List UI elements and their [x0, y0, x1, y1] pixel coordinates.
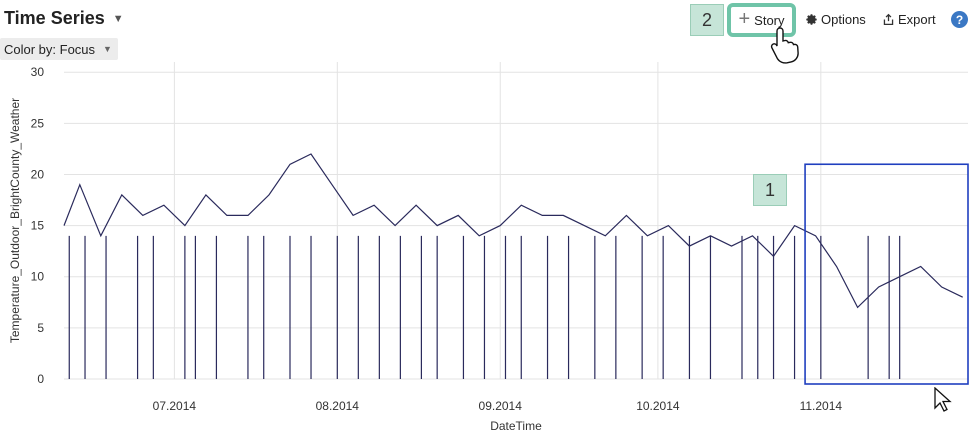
x-tick-label: 11.2014 [800, 399, 843, 413]
x-tick-label: 07.2014 [153, 399, 197, 413]
export-button[interactable]: Export [882, 12, 936, 27]
selection-rectangle[interactable] [804, 163, 969, 385]
dropout-lines [68, 235, 901, 379]
title-menu-caret-icon[interactable]: ▼ [112, 12, 124, 25]
color-by-label: Color by: Focus [4, 41, 96, 57]
chart-title-area: Time Series ▼ [4, 8, 124, 29]
y-tick-label: 20 [31, 167, 45, 181]
y-tick-label: 10 [31, 270, 45, 284]
arrow-cursor-icon [934, 387, 952, 412]
step-badge-1: 1 [753, 174, 787, 206]
x-tick-label: 09.2014 [479, 399, 523, 413]
y-axis-label: Temperature_Outdoor_BrightCounty_Weather [8, 98, 22, 343]
color-by-dropdown[interactable]: Color by: Focus ▼ [0, 38, 118, 60]
x-axis-ticks: 07.2014 08.2014 09.2014 10.2014 11.2014 [153, 399, 843, 413]
temperature-series-line [63, 153, 963, 309]
add-story-button[interactable]: + Story [727, 3, 796, 37]
x-tick-label: 10.2014 [636, 399, 680, 413]
story-label: Story [754, 12, 785, 28]
chevron-down-icon: ▼ [103, 44, 112, 54]
help-icon[interactable]: ? [951, 11, 968, 28]
chart-title: Time Series [4, 8, 105, 28]
export-label: Export [898, 12, 936, 27]
y-tick-label: 15 [31, 219, 45, 233]
export-icon [883, 13, 894, 26]
options-label: Options [821, 12, 866, 27]
hand-cursor-icon [770, 27, 799, 64]
plus-icon: + [738, 8, 751, 30]
step-badge-2: 2 [690, 4, 724, 36]
x-axis-label: DateTime [490, 419, 542, 433]
y-tick-label: 30 [31, 65, 45, 79]
y-axis-ticks: 0 5 10 15 20 25 30 [31, 65, 45, 386]
y-tick-label: 0 [37, 372, 44, 386]
y-tick-label: 25 [31, 116, 45, 130]
y-tick-label: 5 [37, 321, 44, 335]
options-button[interactable]: Options [805, 12, 866, 27]
chart-grid [64, 62, 968, 380]
x-tick-label: 08.2014 [316, 399, 360, 413]
gear-icon [806, 14, 817, 25]
